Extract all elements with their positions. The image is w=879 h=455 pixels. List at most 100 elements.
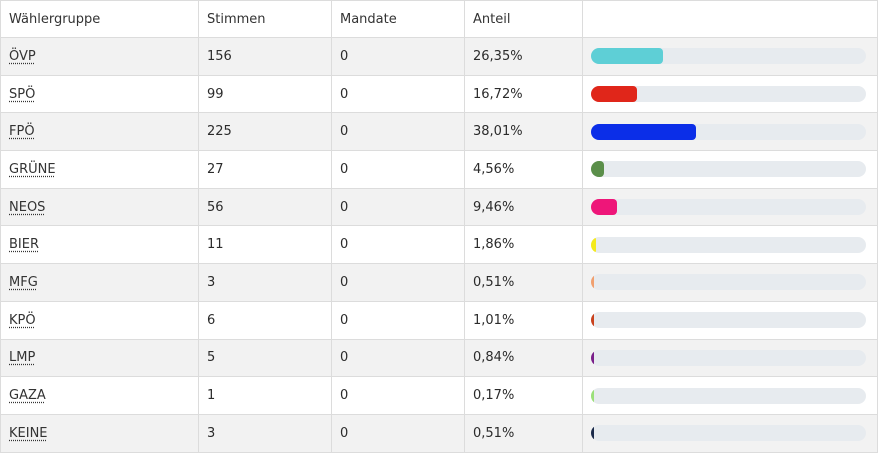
- party-cell: MFG: [0, 263, 199, 302]
- party-name-abbr[interactable]: SPÖ: [9, 86, 36, 102]
- table-header-row: Wählergruppe Stimmen Mandate Anteil: [0, 0, 878, 38]
- party-name-abbr[interactable]: KPÖ: [9, 312, 36, 328]
- share-bar-track: [591, 199, 866, 216]
- seats-cell: 0: [331, 376, 465, 415]
- share-bar-fill: [591, 86, 637, 103]
- share-bar-track: [591, 48, 866, 65]
- share-bar-track: [591, 312, 866, 329]
- votes-cell: 3: [198, 413, 332, 453]
- table-row: SPÖ 99 0 16,72%: [0, 74, 878, 114]
- share-bar-cell: [582, 74, 878, 114]
- party-cell: ÖVP: [0, 37, 199, 76]
- share-bar-fill: [591, 123, 696, 140]
- table-row: LMP 5 0 0,84%: [0, 338, 878, 378]
- table-row: BIER 11 0 1,86%: [0, 225, 878, 265]
- party-cell: GAZA: [0, 376, 199, 415]
- votes-cell: 156: [198, 37, 332, 76]
- table-row: FPÖ 225 0 38,01%: [0, 112, 878, 152]
- seats-cell: 0: [331, 187, 465, 227]
- votes-cell: 6: [198, 300, 332, 340]
- share-bar-track: [591, 123, 866, 140]
- seats-cell: 0: [331, 413, 465, 453]
- votes-cell: 5: [198, 338, 332, 378]
- votes-cell: 11: [198, 225, 332, 265]
- party-name-abbr[interactable]: KEINE: [9, 425, 48, 441]
- table-row: ÖVP 156 0 26,35%: [0, 37, 878, 76]
- party-cell: KPÖ: [0, 300, 199, 340]
- share-bar-cell: [582, 263, 878, 302]
- party-cell: LMP: [0, 338, 199, 378]
- table-row: GRÜNE 27 0 4,56%: [0, 150, 878, 189]
- share-cell: 0,51%: [464, 263, 583, 302]
- share-bar-cell: [582, 376, 878, 415]
- party-name-abbr[interactable]: GAZA: [9, 388, 46, 404]
- column-header-votes: Stimmen: [198, 0, 332, 38]
- table-row: MFG 3 0 0,51%: [0, 263, 878, 302]
- column-header-seats: Mandate: [331, 0, 465, 38]
- table-row: KPÖ 6 0 1,01%: [0, 300, 878, 340]
- votes-cell: 225: [198, 112, 332, 152]
- share-bar-track: [591, 161, 866, 178]
- party-cell: NEOS: [0, 187, 199, 227]
- share-bar-cell: [582, 150, 878, 189]
- seats-cell: 0: [331, 338, 465, 378]
- share-bar-cell: [582, 413, 878, 453]
- results-body: ÖVP 156 0 26,35% SPÖ 99 0 16,72% FPÖ 225 0 38,01% GR…: [0, 37, 878, 453]
- share-bar-fill: [591, 236, 597, 253]
- share-bar-track: [591, 425, 866, 442]
- seats-cell: 0: [331, 74, 465, 114]
- seats-cell: 0: [331, 37, 465, 76]
- votes-cell: 1: [198, 376, 332, 415]
- votes-cell: 27: [198, 150, 332, 189]
- party-cell: SPÖ: [0, 74, 199, 114]
- seats-cell: 0: [331, 263, 465, 302]
- seats-cell: 0: [331, 300, 465, 340]
- share-bar-fill: [591, 425, 595, 442]
- party-cell: BIER: [0, 225, 199, 265]
- share-cell: 9,46%: [464, 187, 583, 227]
- share-bar-fill: [591, 161, 604, 178]
- party-name-abbr[interactable]: GRÜNE: [9, 161, 56, 177]
- share-cell: 0,17%: [464, 376, 583, 415]
- column-header-group: Wählergruppe: [0, 0, 199, 38]
- share-bar-track: [591, 236, 866, 253]
- party-cell: KEINE: [0, 413, 199, 453]
- share-cell: 1,86%: [464, 225, 583, 265]
- seats-cell: 0: [331, 150, 465, 189]
- share-bar-track: [591, 274, 866, 291]
- party-name-abbr[interactable]: MFG: [9, 274, 38, 290]
- party-name-abbr[interactable]: FPÖ: [9, 124, 35, 140]
- share-cell: 26,35%: [464, 37, 583, 76]
- votes-cell: 99: [198, 74, 332, 114]
- share-bar-cell: [582, 187, 878, 227]
- party-name-abbr[interactable]: LMP: [9, 350, 36, 366]
- column-header-share: Anteil: [464, 0, 583, 38]
- seats-cell: 0: [331, 225, 465, 265]
- table-row: NEOS 56 0 9,46%: [0, 187, 878, 227]
- share-bar-fill: [591, 199, 617, 216]
- share-bar-fill: [591, 274, 595, 291]
- share-bar-cell: [582, 300, 878, 340]
- table-row: KEINE 3 0 0,51%: [0, 413, 878, 453]
- share-cell: 0,84%: [464, 338, 583, 378]
- votes-cell: 56: [198, 187, 332, 227]
- share-bar-cell: [582, 37, 878, 76]
- party-cell: GRÜNE: [0, 150, 199, 189]
- share-bar-track: [591, 387, 866, 404]
- party-name-abbr[interactable]: ÖVP: [9, 48, 36, 64]
- share-cell: 4,56%: [464, 150, 583, 189]
- share-bar-fill: [591, 349, 595, 366]
- party-name-abbr[interactable]: BIER: [9, 237, 39, 253]
- share-cell: 1,01%: [464, 300, 583, 340]
- share-cell: 38,01%: [464, 112, 583, 152]
- share-cell: 0,51%: [464, 413, 583, 453]
- party-cell: FPÖ: [0, 112, 199, 152]
- seats-cell: 0: [331, 112, 465, 152]
- share-cell: 16,72%: [464, 74, 583, 114]
- table-row: GAZA 1 0 0,17%: [0, 376, 878, 415]
- votes-cell: 3: [198, 263, 332, 302]
- share-bar-cell: [582, 225, 878, 265]
- share-bar-fill: [591, 312, 595, 329]
- party-name-abbr[interactable]: NEOS: [9, 199, 46, 215]
